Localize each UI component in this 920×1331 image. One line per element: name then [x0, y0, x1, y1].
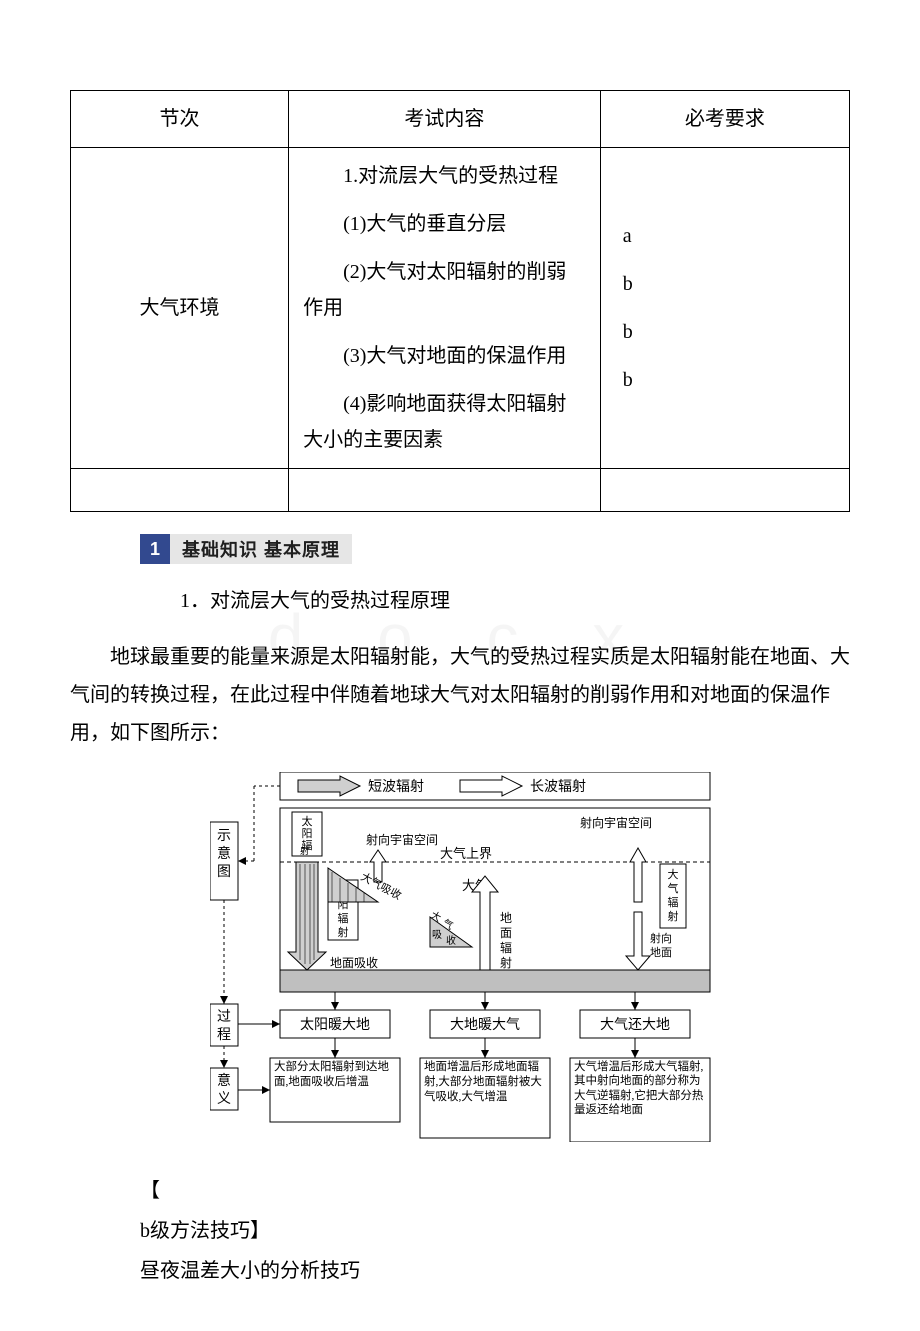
label-ground-rad: 地 — [500, 911, 512, 925]
label-ground-absorb: 地面吸收 — [330, 956, 378, 970]
th-requirement: 必考要求 — [600, 91, 849, 148]
footer-block: 【 b级方法技巧】 昼夜温差大小的分析技巧 — [140, 1171, 850, 1291]
section-banner: 1 基础知识 基本原理 — [140, 534, 850, 564]
svg-text:地面: 地面 — [650, 946, 672, 959]
legend-shortwave-icon — [298, 776, 360, 796]
empty-cell — [600, 469, 849, 512]
arrow-ground-radiation — [472, 876, 498, 970]
subheading: 1．对流层大气的受热过程原理 — [70, 582, 850, 620]
svg-text:射: 射 — [668, 909, 679, 923]
side-label: 意 — [217, 1072, 231, 1089]
document-page: 节次 考试内容 必考要求 大气环境 1.对流层大气的受热过程 (1)大气的垂直分… — [0, 0, 920, 1331]
footer-line: b级方法技巧】 — [140, 1211, 850, 1251]
legend-shortwave-label: 短波辐射 — [368, 779, 424, 795]
banner-text: 基础知识 基本原理 — [170, 534, 352, 564]
arrow-atm-to-ground — [626, 912, 650, 970]
svg-text:辐: 辐 — [500, 940, 512, 955]
svg-text:射: 射 — [300, 845, 309, 856]
svg-text:辐: 辐 — [668, 895, 679, 909]
svg-text:吸: 吸 — [432, 930, 442, 941]
svg-text:射向: 射向 — [650, 931, 672, 945]
side-label: 图 — [217, 865, 231, 880]
footer-line: 【 — [140, 1171, 850, 1211]
exam-table: 节次 考试内容 必考要求 大气环境 1.对流层大气的受热过程 (1)大气的垂直分… — [70, 90, 850, 512]
content-line: (1)大气的垂直分层 — [303, 206, 586, 242]
heating-diagram: 短波辐射 长波辐射 示 意 图 过 程 意 义 — [210, 772, 850, 1147]
paragraph: 地球最重要的能量来源是太阳辐射能，大气的受热过程实质是太阳辐射能在地面、大气间的… — [70, 638, 850, 752]
req-line: b — [615, 266, 835, 302]
footer-line: 昼夜温差大小的分析技巧 — [140, 1251, 850, 1291]
empty-cell — [71, 469, 289, 512]
content-line: (3)大气对地面的保温作用 — [303, 338, 586, 374]
process-label: 太阳暖大地 — [300, 1017, 370, 1033]
label-to-space: 射向宇宙空间 — [366, 832, 438, 847]
arrow-atm-to-space — [630, 848, 646, 902]
side-label: 过 — [217, 1009, 231, 1025]
th-section: 节次 — [71, 91, 289, 148]
table-empty-row — [71, 469, 850, 512]
svg-text:大: 大 — [668, 867, 679, 881]
cell-requirement: a b b b — [600, 148, 849, 469]
banner-number: 1 — [140, 534, 170, 564]
process-label: 大地暖大气 — [450, 1017, 520, 1033]
content-line: (2)大气对太阳辐射的削弱作用 — [303, 254, 586, 326]
process-label: 大气还大地 — [600, 1017, 670, 1033]
svg-text:阳: 阳 — [302, 827, 313, 840]
cell-content: 1.对流层大气的受热过程 (1)大气的垂直分层 (2)大气对太阳辐射的削弱作用 … — [289, 148, 601, 469]
side-label: 意 — [217, 845, 231, 862]
svg-text:射: 射 — [338, 925, 349, 939]
ground-bar — [280, 970, 710, 992]
req-line: a — [615, 218, 835, 254]
arrow-sun-down — [288, 862, 326, 970]
svg-text:辐: 辐 — [338, 911, 349, 925]
req-line: b — [615, 362, 835, 398]
th-content: 考试内容 — [289, 91, 601, 148]
cell-section: 大气环境 — [71, 148, 289, 469]
content-line: (4)影响地面获得太阳辐射大小的主要因素 — [303, 386, 586, 458]
legend-longwave-icon — [460, 776, 522, 796]
meaning-text: 大部分太阳辐射到达地面,地面吸收后增温 — [274, 1060, 396, 1090]
label-sun: 太 — [302, 815, 313, 828]
svg-text:收: 收 — [446, 934, 456, 947]
legend-longwave-label: 长波辐射 — [530, 779, 586, 795]
meaning-text: 大气增温后形成大气辐射, 其中射向地面的部分称为大气逆辐射,它把大部分热量返还给… — [574, 1060, 706, 1118]
req-line: b — [615, 314, 835, 350]
table-row: 大气环境 1.对流层大气的受热过程 (1)大气的垂直分层 (2)大气对太阳辐射的… — [71, 148, 850, 469]
content-line: 1.对流层大气的受热过程 — [303, 158, 586, 194]
meaning-text: 地面增温后形成地面辐射,大部分地面辐射被大气吸收,大气增温 — [424, 1060, 546, 1105]
side-label: 义 — [217, 1091, 231, 1107]
side-label: 示 — [217, 829, 231, 844]
side-label: 程 — [217, 1027, 231, 1043]
label-to-space-right: 射向宇宙空间 — [580, 815, 652, 830]
svg-text:射: 射 — [500, 955, 512, 970]
empty-cell — [289, 469, 601, 512]
table-header-row: 节次 考试内容 必考要求 — [71, 91, 850, 148]
svg-text:面: 面 — [500, 926, 512, 940]
svg-text:气: 气 — [668, 881, 679, 895]
label-top-boundary: 大气上界 — [440, 846, 492, 861]
